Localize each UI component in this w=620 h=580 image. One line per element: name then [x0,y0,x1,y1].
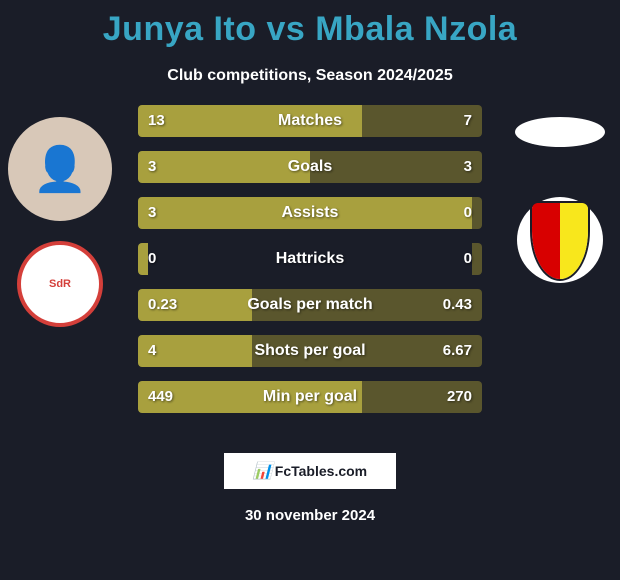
stat-value-right: 3 [464,151,472,183]
club-badge-left-label: SdR [49,278,71,290]
stat-row: Goals3 3 [138,151,482,183]
club-badge-right [517,197,603,283]
shield-left-half [532,203,560,279]
stat-row: Min per goal449 270 [138,381,482,413]
stat-value-left: 0.23 [148,289,177,321]
stat-row: Goals per match0.23 0.43 [138,289,482,321]
shield-right-half [560,203,588,279]
stat-value-left: 4 [148,335,156,367]
stat-row: Shots per goal4 6.67 [138,335,482,367]
comparison-title: Junya Ito vs Mbala Nzola [0,0,620,49]
stat-value-right: 270 [447,381,472,413]
stat-label: Goals [138,151,482,183]
comparison-main: 👤 SdR Matches137Goals33Assists30Hattrick… [0,105,620,435]
footer-date: 30 november 2024 [0,507,620,524]
player-left-avatar: 👤 [8,117,112,221]
person-icon: 👤 [33,143,88,195]
comparison-subtitle: Club competitions, Season 2024/2025 [0,67,620,85]
stat-value-left: 13 [148,105,165,137]
stat-row: Matches13 7 [138,105,482,137]
player-left-column: 👤 SdR [0,105,120,327]
stat-value-left: 449 [148,381,173,413]
chart-icon: 📊 [253,461,271,481]
stat-value-right: 0 [464,197,472,229]
club-badge-left: SdR [17,241,103,327]
player-right-avatar-placeholder [515,117,605,147]
stat-value-right: 0.43 [443,289,472,321]
stat-label: Hattricks [138,243,482,275]
stat-value-left: 0 [148,243,156,275]
stat-label: Matches [138,105,482,137]
shield-icon [530,201,590,281]
stat-label: Goals per match [138,289,482,321]
brand-label: FcTables.com [275,463,367,479]
stat-value-right: 6.67 [443,335,472,367]
stat-row: Assists3 0 [138,197,482,229]
brand-logo[interactable]: 📊 FcTables.com [224,453,396,489]
stat-value-left: 3 [148,151,156,183]
stat-label: Assists [138,197,482,229]
stat-value-right: 7 [464,105,472,137]
stat-value-left: 3 [148,197,156,229]
stat-bars-container: Matches137Goals33Assists30Hattricks00Goa… [120,105,500,413]
stat-label: Shots per goal [138,335,482,367]
stat-label: Min per goal [138,381,482,413]
stat-row: Hattricks0 0 [138,243,482,275]
stat-value-right: 0 [464,243,472,275]
player-right-column [500,105,620,283]
